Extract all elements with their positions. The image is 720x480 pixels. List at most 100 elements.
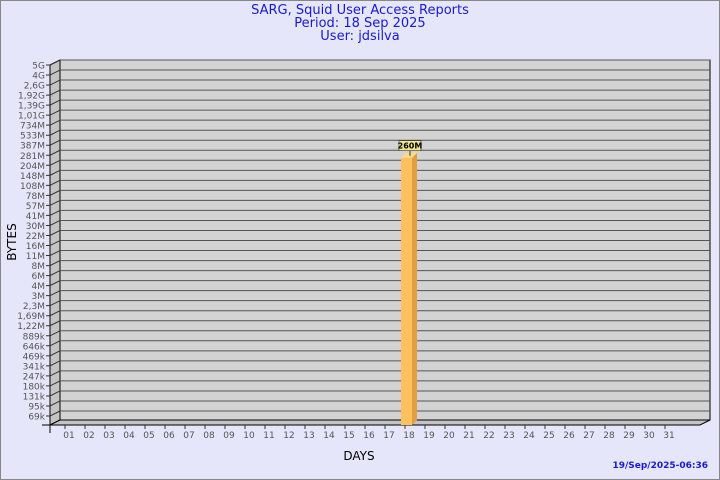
bar-top bbox=[401, 152, 417, 158]
y-tick-label: 1,39G bbox=[18, 102, 45, 112]
y-tick-label: 30M bbox=[26, 222, 45, 232]
y-tick-label: 2,3M bbox=[23, 302, 45, 312]
y-tick bbox=[46, 59, 61, 66]
x-tick-label: 21 bbox=[463, 431, 474, 441]
y-tick-label: 1,92G bbox=[18, 92, 45, 102]
x-tick-label: 13 bbox=[303, 431, 314, 441]
y-tick-label: 281M bbox=[20, 152, 45, 162]
y-tick bbox=[46, 410, 61, 417]
y-tick bbox=[46, 370, 61, 377]
y-tick bbox=[46, 69, 61, 76]
y-tick-label: 148M bbox=[20, 172, 45, 182]
y-tick-label: 734M bbox=[20, 122, 45, 132]
y-tick-label: 180k bbox=[23, 382, 46, 392]
x-tick-label: 14 bbox=[323, 431, 335, 441]
y-tick-label: 3M bbox=[32, 292, 46, 302]
y-tick bbox=[46, 79, 61, 86]
x-tick-label: 06 bbox=[163, 431, 175, 441]
x-tick-label: 08 bbox=[203, 431, 215, 441]
y-tick-label: 4M bbox=[32, 282, 46, 292]
y-tick bbox=[46, 240, 61, 247]
x-tick-label: 10 bbox=[243, 431, 255, 441]
y-tick-label: 11M bbox=[26, 252, 45, 262]
y-tick-label: 95k bbox=[28, 402, 45, 412]
y-tick bbox=[46, 109, 61, 116]
y-tick bbox=[46, 250, 61, 257]
y-tick bbox=[46, 350, 61, 357]
y-tick-label: 646k bbox=[23, 342, 46, 352]
y-tick bbox=[46, 99, 61, 106]
y-tick bbox=[46, 149, 61, 156]
y-tick bbox=[46, 270, 61, 277]
x-tick-label: 11 bbox=[263, 431, 274, 441]
x-tick-label: 07 bbox=[183, 431, 194, 441]
x-tick-label: 22 bbox=[483, 431, 494, 441]
y-tick bbox=[46, 260, 61, 267]
y-tick-label: 41M bbox=[26, 212, 45, 222]
x-tick-label: 23 bbox=[503, 431, 514, 441]
x-tick-label: 04 bbox=[123, 431, 135, 441]
y-tick-label: 78M bbox=[26, 192, 45, 202]
y-tick bbox=[46, 280, 61, 287]
y-tick-label: 469k bbox=[23, 352, 46, 362]
data-label-box bbox=[398, 140, 422, 151]
x-tick-label: 28 bbox=[603, 431, 615, 441]
x-tick-label: 30 bbox=[643, 431, 655, 441]
y-tick bbox=[46, 129, 61, 136]
y-tick bbox=[46, 290, 61, 297]
x-tick-label: 02 bbox=[83, 431, 94, 441]
chart-user: User: jdsilva bbox=[320, 29, 400, 44]
y-tick-label: 889k bbox=[23, 332, 46, 342]
y-tick-label: 1,22M bbox=[17, 322, 45, 332]
x-tick-label: 26 bbox=[563, 431, 575, 441]
y-tick-label: 5G bbox=[32, 62, 45, 72]
x-tick-label: 01 bbox=[63, 431, 74, 441]
y-tick-label: 4G bbox=[32, 72, 45, 82]
x-tick-label: 24 bbox=[523, 431, 535, 441]
y-tick-label: 16M bbox=[26, 242, 45, 252]
x-tick-label: 31 bbox=[663, 431, 674, 441]
y-tick bbox=[46, 360, 61, 367]
y-tick bbox=[46, 89, 61, 96]
y-tick bbox=[46, 390, 61, 397]
y-tick bbox=[46, 400, 61, 407]
y-tick-label: 387M bbox=[20, 142, 45, 152]
y-tick bbox=[46, 230, 61, 236]
y-tick bbox=[46, 199, 61, 206]
y-tick-label: 2,6G bbox=[24, 82, 45, 92]
y-tick bbox=[46, 330, 61, 337]
y-tick bbox=[46, 119, 61, 126]
y-tick bbox=[46, 340, 61, 347]
bar-front bbox=[401, 157, 412, 425]
x-axis-label: DAYS bbox=[343, 449, 374, 463]
x-tick-label: 25 bbox=[543, 431, 554, 441]
x-tick-label: 27 bbox=[583, 431, 594, 441]
y-tick-label: 6M bbox=[32, 272, 46, 282]
y-tick-label: 533M bbox=[20, 132, 45, 142]
timestamp: 19/Sep/2025-06:36 bbox=[612, 461, 708, 471]
x-tick-label: 15 bbox=[343, 431, 354, 441]
chart-title: SARG, Squid User Access Reports bbox=[251, 3, 469, 18]
data-label: 260M bbox=[398, 142, 423, 151]
y-tick bbox=[46, 189, 61, 196]
y-tick-label: 22M bbox=[26, 232, 45, 242]
x-tick-label: 05 bbox=[143, 431, 154, 441]
y-tick-label: 1,01G bbox=[18, 112, 45, 122]
bar-side bbox=[412, 152, 417, 425]
x-tick-label: 19 bbox=[423, 431, 435, 441]
y-tick-label: 57M bbox=[26, 202, 45, 212]
y-tick-label: 247k bbox=[23, 372, 46, 382]
y-tick-label: 108M bbox=[20, 182, 45, 192]
y-axis-label: BYTES bbox=[5, 223, 19, 260]
x-tick-label: 29 bbox=[623, 431, 635, 441]
y-tick bbox=[46, 169, 61, 176]
x-tick-label: 09 bbox=[223, 431, 235, 441]
y-tick bbox=[46, 159, 61, 166]
x-tick-label: 12 bbox=[283, 431, 294, 441]
y-tick bbox=[46, 310, 61, 317]
x-tick-label: 03 bbox=[103, 431, 114, 441]
y-tick-label: 341k bbox=[23, 362, 46, 372]
plot-floor bbox=[49, 419, 711, 426]
y-tick bbox=[46, 179, 61, 186]
